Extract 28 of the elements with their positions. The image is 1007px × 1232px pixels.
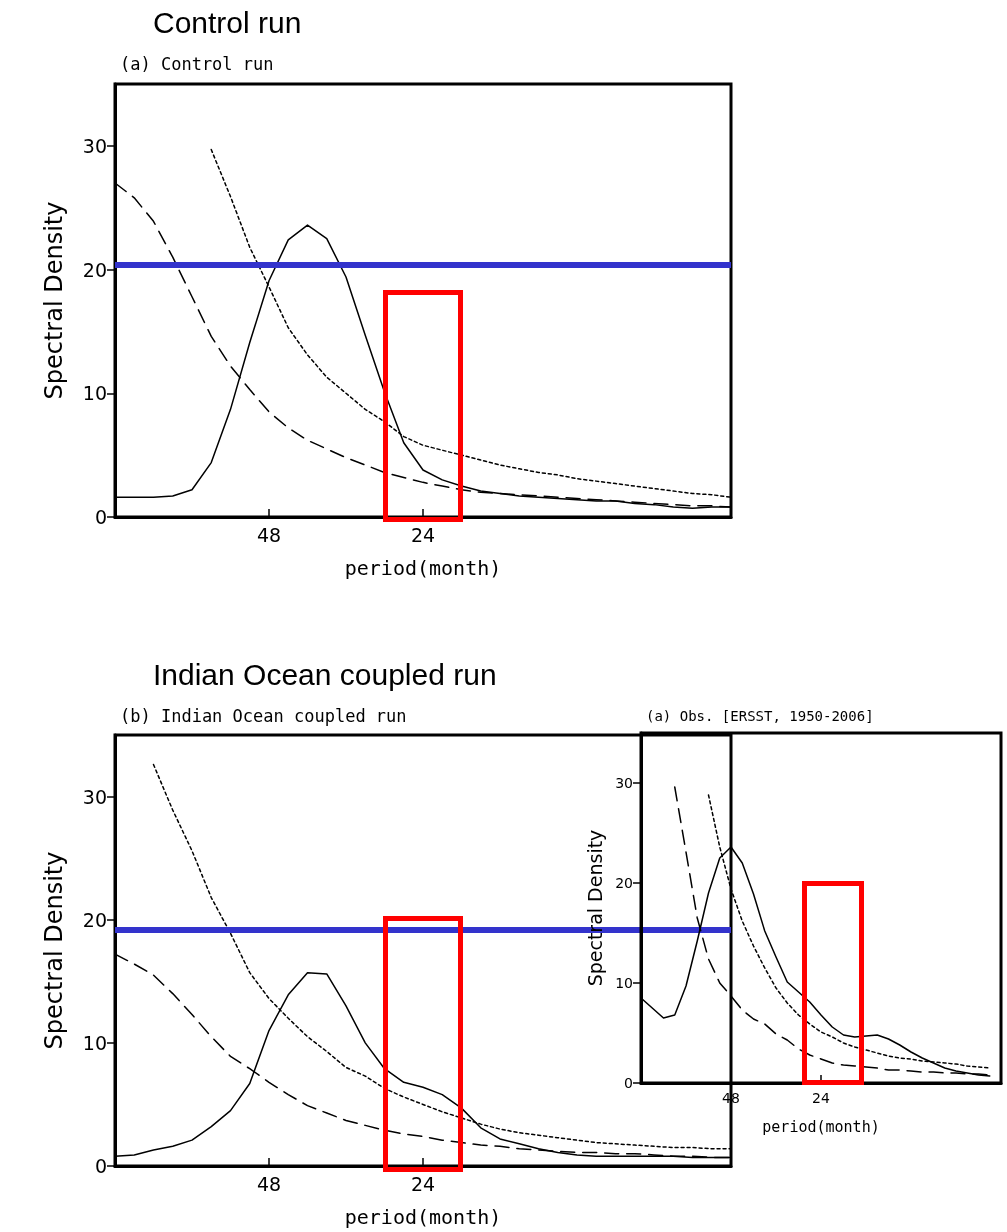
y-axis-title: Spectral Density [583,829,606,987]
x-tick-label: 24 [410,1172,436,1195]
y-axis-title: Spectral Density [39,851,68,1050]
y-tick-label: 10 [82,1031,107,1054]
y-tick-label: 0 [624,1075,633,1091]
chart-subtitle: (a) Control run [120,53,274,74]
y-tick-label: 10 [615,975,633,991]
x-axis-title: period(month) [344,556,502,580]
y-tick-label: 0 [94,506,107,528]
x-tick-label: 48 [256,523,282,546]
chart-title: Control run [153,5,302,39]
x-tick-label: 24 [812,1090,830,1106]
y-tick-label: 30 [82,785,107,808]
y-tick-label: 20 [615,875,633,891]
y-tick-label: 20 [82,258,107,281]
y-tick-label: 20 [82,908,107,931]
x-tick-label: 24 [410,523,436,546]
chart-subtitle: (a) Obs. [ERSST, 1950-2006] [646,708,874,724]
y-axis-title: Spectral Density [39,201,68,400]
x-axis-title: period(month) [344,1205,502,1229]
x-tick-label: 48 [256,1172,282,1195]
y-tick-label: 30 [615,775,633,791]
y-tick-label: 10 [82,382,107,405]
y-tick-label: 30 [82,134,107,157]
y-tick-label: 0 [94,1155,107,1177]
x-axis-title: period(month) [762,1117,880,1136]
chart-title: Indian Ocean coupled run [153,657,497,691]
chart-subtitle: (b) Indian Ocean coupled run [120,705,407,726]
